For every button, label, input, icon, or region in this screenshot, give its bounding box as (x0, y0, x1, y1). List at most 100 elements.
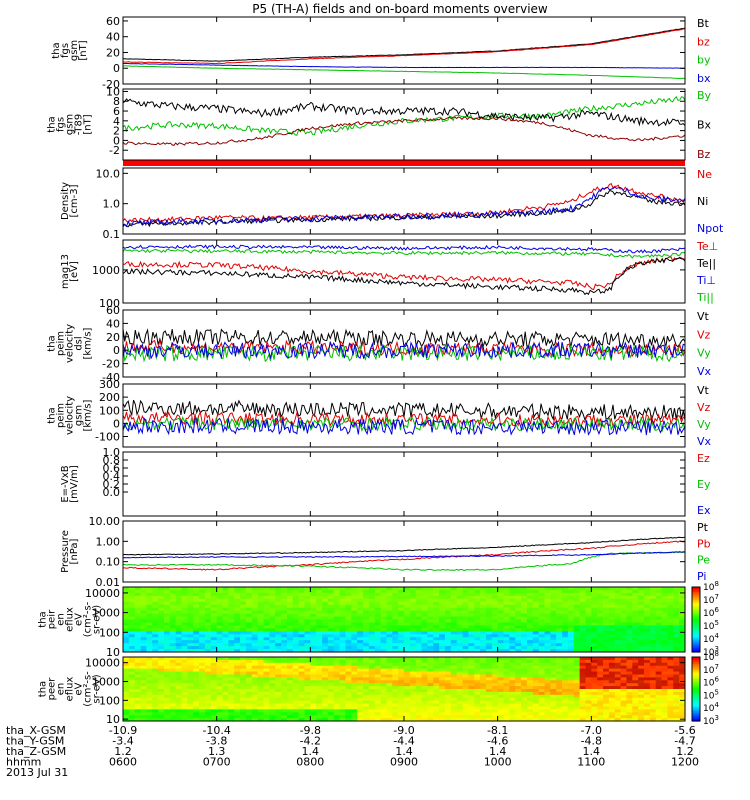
ion_spec-cell (310, 587, 317, 591)
electron_spec-cell (134, 665, 142, 670)
electron_spec-cell (532, 694, 540, 699)
ion_spec-cell (485, 643, 493, 647)
electron_spec-cell (638, 703, 645, 708)
electron_spec-cell (597, 709, 604, 713)
electron_spec-cell (655, 697, 663, 702)
ion_spec-cell (661, 643, 669, 647)
electron_spec-cell (556, 659, 563, 664)
electron_spec-cell (521, 709, 528, 713)
electron_spec-cell (169, 657, 177, 661)
electron_spec-cell (497, 668, 505, 673)
electron_spec-cell (134, 677, 142, 681)
ion_spec-cell (380, 631, 388, 635)
electron_spec-cell (404, 703, 411, 708)
electron_spec-cell (204, 718, 212, 721)
electron_spec-cell (444, 662, 452, 667)
electron_spec-cell (175, 657, 183, 661)
electron_spec-cell (357, 665, 364, 670)
electron_spec-cell (503, 697, 510, 702)
ion_spec-cell (591, 610, 598, 615)
colorbar-segment (692, 678, 700, 682)
electron_spec-cell (579, 689, 587, 693)
ion_spec-cell (146, 634, 153, 638)
electron_spec-cell (439, 683, 446, 687)
electron_spec-cell (298, 689, 306, 693)
electron_spec-cell (181, 686, 188, 690)
ion_spec-cell (591, 598, 598, 603)
ion_spec-cell (240, 637, 247, 641)
ion_spec-cell (608, 589, 616, 594)
electron_spec-cell (474, 715, 481, 719)
series-Pi-line (123, 551, 685, 559)
electron_spec-cell (573, 706, 581, 710)
ion_spec-cell (491, 592, 499, 597)
ion_spec-cell (298, 643, 306, 647)
electron_spec-cell (245, 674, 253, 678)
ion_spec-cell (480, 604, 487, 609)
electron_spec-cell (322, 659, 329, 664)
ion_spec-cell (363, 601, 370, 606)
electron_spec-cell (404, 689, 411, 693)
electron_spec-cell (134, 703, 142, 708)
electron_spec-cell (234, 712, 241, 716)
electron_spec-cell (567, 680, 575, 684)
ion_spec-cell (128, 646, 136, 650)
electron_spec-cell (281, 694, 288, 699)
electron_spec-cell (351, 665, 358, 670)
electron_spec-cell (345, 689, 352, 693)
ion_spec-cell (579, 622, 587, 626)
ion_spec-cell (134, 622, 142, 626)
ion_spec-cell (210, 628, 218, 632)
electron_spec-cell (128, 686, 136, 690)
electron_spec-cell (409, 683, 417, 687)
electron_spec-cell (128, 662, 136, 667)
electron_spec-cell (333, 691, 341, 696)
electron_spec-cell (509, 700, 516, 705)
electron_spec-cell (456, 677, 464, 681)
electron_spec-cell (468, 697, 475, 702)
ion_spec-cell (409, 598, 417, 603)
electron_spec-cell (462, 700, 469, 705)
ion_spec-cell (275, 646, 282, 650)
electron_spec-cell (333, 662, 341, 667)
electron_spec-cell (614, 703, 622, 708)
electron_spec-cell (638, 657, 645, 661)
ion_spec-cell (638, 649, 645, 652)
electron_spec-cell (655, 659, 663, 664)
ion_spec-cell (404, 637, 411, 641)
electron_spec-cell (339, 689, 347, 693)
electron_spec-cell (158, 674, 165, 678)
electron_spec-cell (316, 674, 323, 678)
ion_spec-cell (345, 616, 352, 621)
electron_spec-cell (187, 697, 194, 702)
ion_spec-cell (234, 595, 241, 600)
electron_spec-cell (632, 668, 639, 673)
electron_spec-cell (128, 683, 136, 687)
ion_spec-cell (386, 613, 393, 618)
ion_spec-cell (216, 616, 224, 621)
ion_spec-cell (632, 595, 639, 600)
electron_spec-cell (351, 683, 358, 687)
electron_spec-cell (286, 703, 294, 708)
electron_spec-cell (257, 665, 265, 670)
y-tick-label: 0 (113, 62, 120, 75)
x-tick-label: 1000 (484, 756, 512, 769)
ion_spec-cell (152, 619, 159, 624)
electron_spec-cell (573, 697, 581, 702)
ion_spec-cell (450, 619, 458, 624)
electron_spec-cell (345, 712, 352, 716)
series-Vy-line (123, 344, 685, 363)
electron_spec-cell (421, 712, 429, 716)
ion_spec-cell (608, 610, 616, 615)
electron_spec-cell (497, 691, 505, 696)
ion_spec-cell (626, 587, 633, 591)
ion_spec-cell (263, 628, 270, 632)
electron_spec-cell (415, 686, 423, 690)
electron_spec-cell (521, 683, 528, 687)
electron_spec-cell (169, 659, 177, 664)
ion_spec-cell (222, 598, 229, 603)
ion_spec-cell (439, 589, 446, 594)
ion_spec-cell (251, 628, 259, 632)
ion_spec-cell (444, 631, 452, 635)
electron_spec-cell (503, 689, 510, 693)
